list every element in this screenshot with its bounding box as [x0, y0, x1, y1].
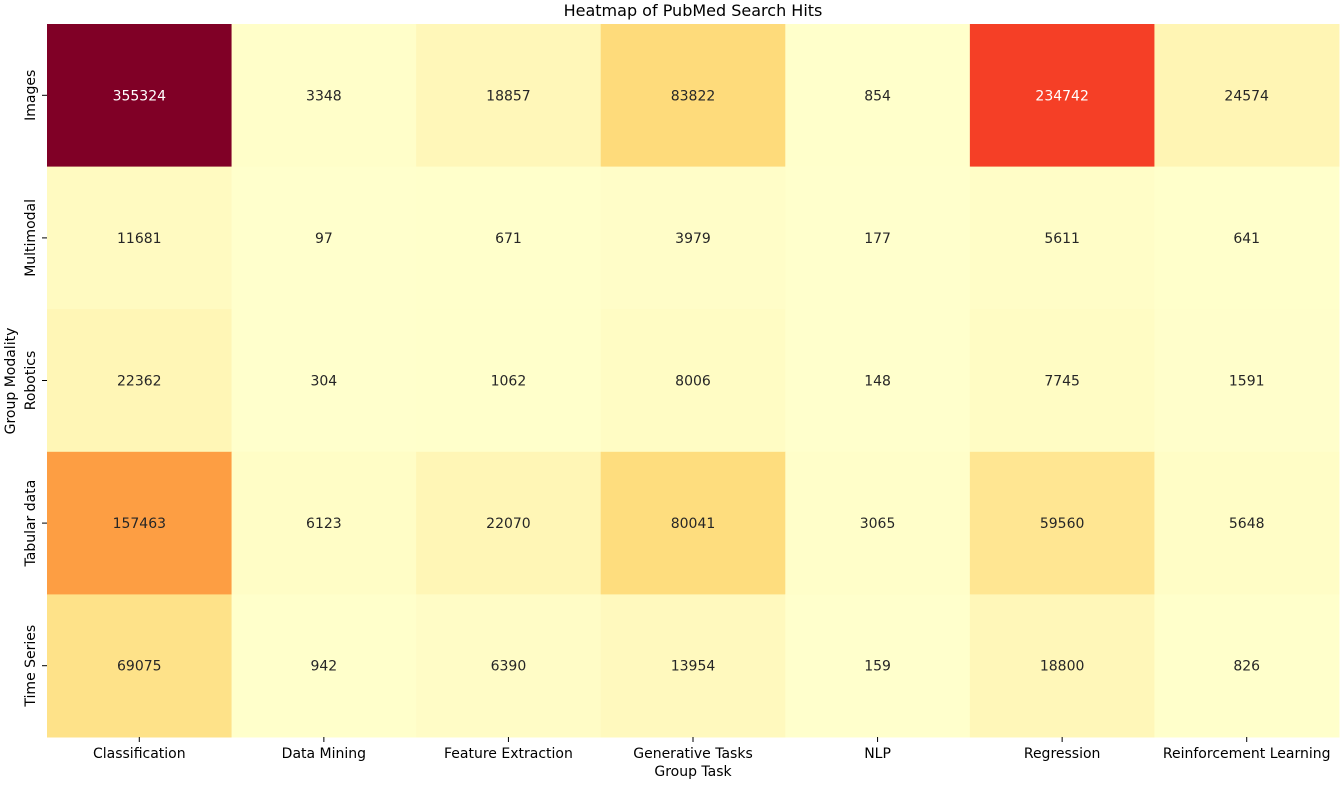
y-tick-label: Robotics: [23, 351, 39, 411]
x-tick-label: Regression: [1024, 746, 1101, 762]
x-tick-label: Data Mining: [282, 746, 366, 762]
heatmap-value-label: 22070: [486, 516, 531, 532]
heatmap-value-label: 177: [864, 231, 891, 247]
heatmap-value-label: 1062: [491, 374, 527, 390]
heatmap-value-label: 6123: [306, 516, 342, 532]
heatmap-cell: [969, 594, 1155, 738]
heatmap-cell: [785, 24, 971, 168]
heatmap-cell: [785, 309, 971, 453]
heatmap-cell: [785, 166, 971, 310]
heatmap-value-label: 59560: [1040, 516, 1085, 532]
heatmap-value-label: 671: [495, 231, 522, 247]
heatmap-value-label: 22362: [117, 374, 162, 390]
heatmap-value-label: 6390: [491, 659, 527, 675]
x-tick-label: NLP: [864, 746, 891, 762]
heatmap-cell: [231, 24, 417, 168]
heatmap-cell: [969, 309, 1155, 453]
heatmap-value-label: 157463: [113, 516, 166, 532]
heatmap-cell: [47, 594, 233, 738]
heatmap-cell: [231, 166, 417, 310]
heatmap-cell: [600, 24, 786, 168]
heatmap-value-label: 5648: [1229, 516, 1265, 532]
heatmap-value-label: 3348: [306, 88, 342, 104]
heatmap-cell: [785, 451, 971, 595]
heatmap-cell: [969, 451, 1155, 595]
heatmap-value-label: 854: [864, 88, 891, 104]
heatmap-cell: [416, 24, 602, 168]
heatmap-cell: [600, 166, 786, 310]
heatmap-cell: [600, 451, 786, 595]
x-axis-ticks: Classification Data Mining Feature Extract…: [93, 737, 1331, 762]
heatmap-cell: [1154, 24, 1340, 168]
heatmap-cell: [1154, 309, 1340, 453]
heatmap-cell: [969, 166, 1155, 310]
heatmap-value-label: 18800: [1040, 659, 1085, 675]
heatmap-value-label: 97: [315, 231, 333, 247]
x-tick-label: Reinforcement Learning: [1163, 746, 1331, 762]
heatmap-value-label: 304: [310, 374, 337, 390]
heatmap-value-label: 641: [1233, 231, 1260, 247]
heatmap-cell: [1154, 594, 1340, 738]
y-tick-label: Multimodal: [23, 199, 39, 277]
heatmap-value-label: 80041: [671, 516, 716, 532]
heatmap-cell: [416, 594, 602, 738]
heatmap-value-label: 13954: [671, 659, 716, 675]
heatmap-value-labels: 355324 3348 18857 83822 854 234742 24574 11681 9…: [113, 88, 1270, 674]
heatmap-value-label: 942: [310, 659, 337, 675]
heatmap-value-label: 159: [864, 659, 891, 675]
y-tick-label: Tabular data: [23, 480, 39, 568]
heatmap-value-label: 1591: [1229, 374, 1265, 390]
heatmap-value-label: 234742: [1035, 88, 1088, 104]
heatmap-cell: [969, 24, 1155, 168]
heatmap-cell: [600, 309, 786, 453]
y-tick-label: Time Series: [23, 625, 39, 708]
heatmap-value-label: 7745: [1044, 374, 1080, 390]
heatmap-cell: [1154, 166, 1340, 310]
y-axis-ticks: Images Multimodal Robotics Tabular data Time…: [23, 70, 47, 708]
heatmap-value-label: 69075: [117, 659, 162, 675]
heatmap-value-label: 11681: [117, 231, 162, 247]
heatmap-cell: [600, 594, 786, 738]
heatmap-cell: [231, 309, 417, 453]
heatmap-cell: [416, 166, 602, 310]
heatmap-value-label: 83822: [671, 88, 716, 104]
heatmap-cell: [231, 594, 417, 738]
heatmap-cell: [47, 24, 233, 168]
heatmap-value-label: 148: [864, 374, 891, 390]
heatmap-cell: [785, 594, 971, 738]
heatmap-cell: [47, 309, 233, 453]
heatmap-cell: [47, 451, 233, 595]
heatmap-value-label: 18857: [486, 88, 531, 104]
heatmap-cell: [1154, 451, 1340, 595]
y-tick-label: Images: [23, 70, 39, 121]
heatmap-value-label: 24574: [1224, 88, 1269, 104]
chart-title: Heatmap of PubMed Search Hits: [564, 1, 823, 20]
x-tick-label: Feature Extraction: [444, 746, 573, 762]
x-tick-label: Classification: [93, 746, 186, 762]
heatmap-value-label: 355324: [113, 88, 167, 104]
heatmap-value-label: 8006: [675, 374, 711, 390]
heatmap-cell: [416, 309, 602, 453]
heatmap-value-label: 5611: [1044, 231, 1080, 247]
heatmap-cell: [231, 451, 417, 595]
heatmap-cell: [47, 166, 233, 310]
heatmap-value-label: 3979: [675, 231, 711, 247]
heatmap-cell: [416, 451, 602, 595]
x-tick-label: Generative Tasks: [633, 746, 753, 762]
x-axis-label: Group Task: [654, 764, 732, 780]
y-axis-label: Group Modality: [3, 328, 19, 435]
heatmap-value-label: 3065: [860, 516, 896, 532]
heatmap-value-label: 826: [1233, 659, 1260, 675]
heatmap-cells: [47, 24, 1340, 738]
